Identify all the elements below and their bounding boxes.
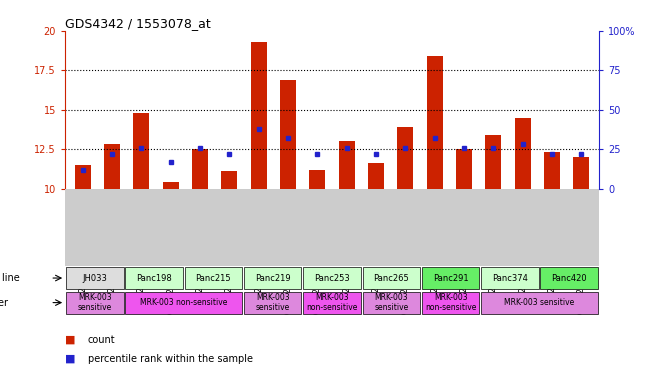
- Text: Panc198: Panc198: [136, 273, 172, 283]
- Bar: [66, 291, 124, 314]
- Text: Panc291: Panc291: [433, 273, 469, 283]
- Text: Panc219: Panc219: [255, 273, 290, 283]
- Bar: [244, 291, 301, 314]
- Text: MRK-003
non-sensitive: MRK-003 non-sensitive: [307, 293, 357, 312]
- Bar: [397, 127, 413, 189]
- Text: Panc374: Panc374: [492, 273, 528, 283]
- Text: MRK-003 non-sensitive: MRK-003 non-sensitive: [140, 298, 227, 307]
- Bar: [192, 149, 208, 189]
- Bar: [133, 113, 150, 189]
- Text: MRK-003
sensitive: MRK-003 sensitive: [256, 293, 290, 312]
- Bar: [363, 267, 420, 289]
- Text: Panc265: Panc265: [374, 273, 409, 283]
- Text: Panc253: Panc253: [314, 273, 350, 283]
- Bar: [368, 163, 384, 189]
- Bar: [251, 42, 267, 189]
- Text: percentile rank within the sample: percentile rank within the sample: [88, 354, 253, 364]
- Bar: [125, 291, 242, 314]
- Bar: [485, 135, 501, 189]
- Bar: [75, 165, 90, 189]
- Bar: [540, 267, 598, 289]
- Bar: [280, 79, 296, 189]
- Text: other: other: [0, 298, 8, 308]
- Text: cell line: cell line: [0, 273, 20, 283]
- Bar: [456, 149, 472, 189]
- Text: JH033: JH033: [82, 273, 107, 283]
- Text: Panc420: Panc420: [551, 273, 587, 283]
- Bar: [422, 291, 479, 314]
- Text: MRK-003
sensitive: MRK-003 sensitive: [374, 293, 408, 312]
- Text: MRK-003
sensitive: MRK-003 sensitive: [77, 293, 112, 312]
- Bar: [426, 56, 443, 189]
- Bar: [244, 267, 301, 289]
- Text: ■: ■: [65, 354, 76, 364]
- Bar: [185, 267, 242, 289]
- Text: MRK-003
non-sensitive: MRK-003 non-sensitive: [425, 293, 477, 312]
- Bar: [303, 291, 361, 314]
- Bar: [544, 152, 560, 189]
- Bar: [339, 141, 355, 189]
- Bar: [514, 118, 531, 189]
- Text: MRK-003 sensitive: MRK-003 sensitive: [505, 298, 575, 307]
- Bar: [309, 170, 326, 189]
- Bar: [221, 171, 238, 189]
- Text: Panc215: Panc215: [195, 273, 231, 283]
- Bar: [303, 267, 361, 289]
- Text: ■: ■: [65, 335, 76, 345]
- Bar: [574, 157, 589, 189]
- Bar: [481, 267, 539, 289]
- Bar: [481, 291, 598, 314]
- Bar: [163, 182, 179, 189]
- Bar: [422, 267, 479, 289]
- Bar: [104, 144, 120, 189]
- Bar: [66, 267, 124, 289]
- Text: count: count: [88, 335, 115, 345]
- Bar: [125, 267, 183, 289]
- Text: GDS4342 / 1553078_at: GDS4342 / 1553078_at: [65, 17, 211, 30]
- Bar: [363, 291, 420, 314]
